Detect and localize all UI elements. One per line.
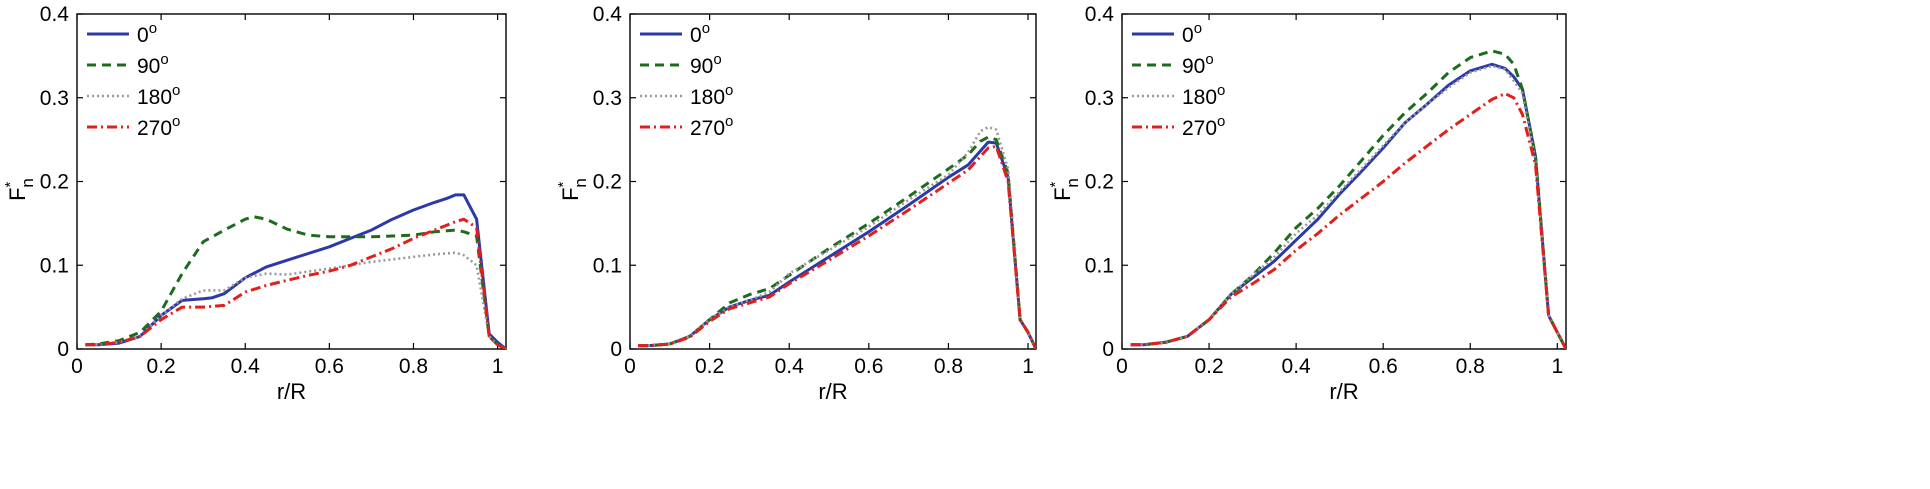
x-tick-label: 1: [1022, 355, 1034, 378]
x-axis-label: r/R: [277, 379, 306, 404]
y-tick-label: 0.2: [593, 171, 622, 194]
legend-label-90: 90o: [137, 51, 169, 78]
x-tick-label: 0.2: [695, 355, 724, 378]
x-tick-label: 0.2: [147, 355, 176, 378]
series-group: [85, 193, 506, 349]
chart-panel-left: 0 0.2 0.4 0.6 0.8 1 0 0.1 0.2 0.3 0.4 r/R F*n 0o 90o 18…: [2, 3, 507, 404]
y-axis-label: F*n: [555, 178, 590, 201]
y-tick-label: 0.1: [1085, 254, 1114, 277]
legend-label-180: 180o: [1182, 82, 1225, 109]
x-tick-label: 0.2: [1194, 355, 1223, 378]
y-tick-label: 0.4: [1085, 3, 1115, 26]
x-tick-label: 0.6: [1369, 355, 1398, 378]
y-tick-label: 0: [1102, 338, 1114, 361]
legend-label-90: 90o: [1182, 51, 1214, 78]
series-line-90: [85, 215, 506, 349]
y-axis-label: F*n: [1047, 178, 1082, 201]
y-tick-label: 0.1: [593, 254, 622, 277]
series-line-270: [638, 144, 1036, 349]
x-tick-label: 0: [71, 355, 83, 378]
x-tick-label: 0: [624, 355, 636, 378]
y-axis-label: F*n: [2, 178, 37, 201]
y-tick-label: 0: [610, 338, 622, 361]
x-tick-label: 0.8: [1456, 355, 1485, 378]
x-tick-label: 1: [492, 355, 504, 378]
x-tick-label: 0.6: [854, 355, 883, 378]
series-line-270: [85, 217, 506, 349]
chart-panel-right: 0 0.2 0.4 0.6 0.8 1 0 0.1 0.2 0.3 0.4 r/R F*n 0o 90o 18…: [1047, 3, 1567, 404]
legend-label-180: 180o: [690, 82, 733, 109]
legend-label-270: 270o: [690, 113, 733, 140]
legend-label-270: 270o: [137, 113, 180, 140]
series-line-180: [1130, 64, 1566, 349]
x-tick-label: 0.4: [775, 355, 805, 378]
x-axis-label: r/R: [818, 379, 847, 404]
y-tick-label: 0.4: [40, 3, 70, 26]
y-tick-label: 0: [57, 338, 69, 361]
series-group: [1130, 49, 1566, 349]
x-tick-label: 0.4: [1282, 355, 1312, 378]
series-line-270: [1130, 92, 1566, 349]
legend-label-180: 180o: [137, 82, 180, 109]
y-tick-label: 0.1: [40, 254, 69, 277]
chart-panel-middle: 0 0.2 0.4 0.6 0.8 1 0 0.1 0.2 0.3 0.4 r/R F*n 0o 90o 18…: [555, 3, 1037, 404]
x-tick-label: 0: [1116, 355, 1128, 378]
legend-label-0: 0o: [137, 20, 157, 47]
x-tick-label: 1: [1551, 355, 1563, 378]
series-line-0: [85, 193, 506, 349]
x-tick-label: 0.6: [315, 355, 344, 378]
y-tick-label: 0.4: [593, 3, 623, 26]
plot-frame: [76, 13, 507, 350]
y-tick-label: 0.2: [40, 171, 69, 194]
legend-label-0: 0o: [690, 20, 710, 47]
series-line-90: [1130, 49, 1566, 349]
legend-label-0: 0o: [1182, 20, 1202, 47]
plot-frame: [629, 13, 1037, 350]
x-tick-label: 0.4: [231, 355, 261, 378]
y-tick-label: 0.3: [593, 87, 622, 110]
x-axis-label: r/R: [1329, 379, 1358, 404]
legend-label-90: 90o: [690, 51, 722, 78]
y-tick-label: 0.2: [1085, 171, 1114, 194]
x-tick-label: 0.8: [399, 355, 428, 378]
y-tick-label: 0.3: [40, 87, 69, 110]
x-tick-label: 0.8: [934, 355, 963, 378]
series-group: [638, 125, 1036, 349]
y-tick-label: 0.3: [1085, 87, 1114, 110]
legend-label-270: 270o: [1182, 113, 1225, 140]
